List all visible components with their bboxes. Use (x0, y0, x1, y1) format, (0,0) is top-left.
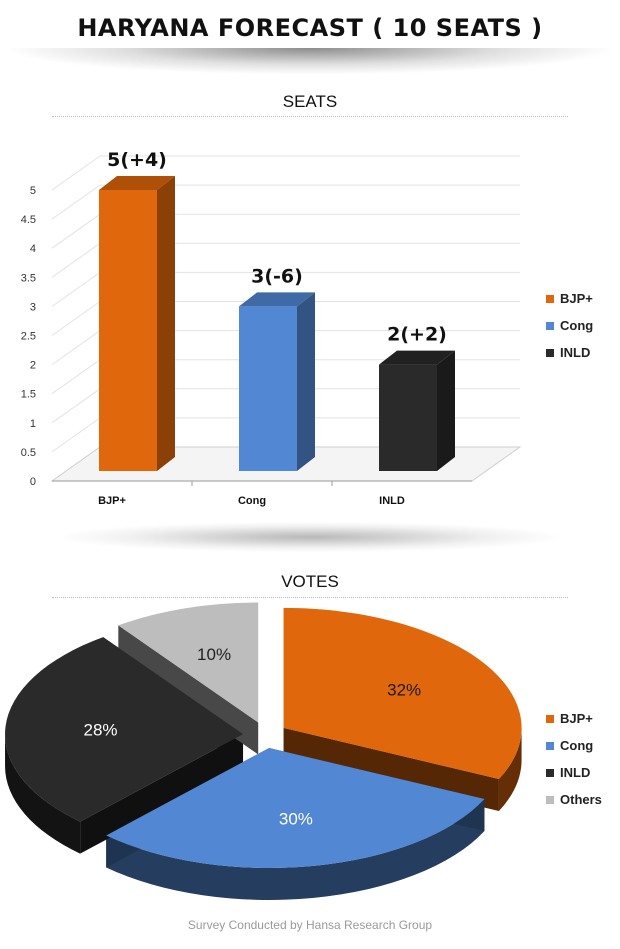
bar-side (157, 176, 175, 471)
pie-wall-bjp (498, 727, 522, 812)
grid-diagonal (51, 301, 101, 336)
legend-label: INLD (560, 765, 591, 780)
y-tick-label: 2.5 (21, 331, 36, 343)
y-tick-label: 0 (30, 476, 36, 488)
votes-heading-rule (52, 597, 568, 598)
footer-credit: Survey Conducted by Hansa Research Group (187, 918, 433, 932)
pie-data-label: 10% (197, 645, 231, 664)
votes-legend: BJP+ Cong INLD Others (546, 705, 602, 813)
pie-slice-inld (5, 637, 244, 822)
y-tick-label: 1 (30, 418, 36, 430)
pie-cut-face (80, 734, 244, 854)
bar-top (379, 350, 455, 365)
y-tick-label: 4.5 (21, 214, 36, 226)
x-tick-label: INLD (379, 495, 405, 507)
legend-swatch (546, 741, 554, 750)
legend-label: INLD (560, 345, 591, 360)
seats-bar-chart: 0 0.5 1 1.5 2 2.5 3 3.5 4 4.5 5 5(+4) BJP+ 3(-6) Cong 2… (21, 149, 522, 507)
page-title: HARYANA FORECAST ( 10 SEATS ) (77, 14, 543, 42)
votes-heading: VOTES (281, 572, 339, 591)
legend-swatch (546, 795, 554, 804)
grid-diagonal (51, 330, 101, 366)
y-tick-label: 4 (30, 243, 36, 255)
pie-data-label: 28% (84, 721, 118, 740)
pie-data-label: 32% (387, 680, 421, 699)
legend-label: Cong (560, 318, 594, 333)
legend-item: Cong (546, 312, 593, 339)
legend-item: INLD (546, 759, 602, 786)
grid-diagonal (51, 388, 101, 424)
bar-data-label: 3(-6) (251, 265, 303, 287)
bar-side (297, 292, 315, 471)
legend-swatch (546, 294, 554, 303)
legend-item: INLD (546, 339, 593, 366)
title-shadow (10, 48, 610, 74)
legend-swatch (546, 321, 554, 330)
bar-front (99, 190, 157, 471)
seats-legend: BJP+ Cong INLD (546, 285, 593, 366)
pie-wall-inld (5, 734, 81, 854)
pie-slice-others (118, 602, 259, 723)
y-tick-label: 3 (30, 301, 36, 313)
bar-top (239, 292, 315, 307)
pie-tops: 32% 30% 28% 10% (5, 602, 522, 868)
bar-top (99, 176, 175, 190)
pie-wall-cong (106, 799, 485, 900)
legend-item: Others (546, 786, 602, 813)
grid-diagonal (51, 242, 101, 278)
legend-label: BJP+ (560, 291, 593, 306)
bar-side (437, 350, 455, 471)
grid-diagonal (51, 213, 101, 249)
legend-item: BJP+ (546, 285, 593, 312)
bar-data-label: 2(+2) (387, 324, 447, 346)
grid-diagonal (51, 417, 101, 453)
bar-front (379, 364, 437, 471)
legend-swatch (546, 714, 554, 723)
grid-diagonal (51, 271, 101, 307)
y-tick-label: 3.5 (21, 272, 36, 284)
pie-data-label: 30% (279, 810, 313, 829)
bar-bjp: 5(+4) (99, 149, 175, 471)
legend-swatch (546, 348, 554, 357)
grid-diagonal (51, 155, 101, 191)
legend-swatch (546, 768, 554, 777)
y-tick-label: 2 (30, 360, 36, 372)
legend-label: Cong (560, 738, 594, 753)
pie-slice-cong (106, 747, 485, 868)
grid-diagonal (51, 359, 101, 395)
bar-inld: 2(+2) (379, 324, 455, 471)
seats-heading-rule (52, 116, 568, 117)
legend-label: BJP+ (560, 711, 593, 726)
x-tick-label: BJP+ (98, 495, 126, 507)
grid-diagonal (51, 184, 101, 220)
bar-cong: 3(-6) (239, 265, 315, 471)
legend-item: Cong (546, 732, 602, 759)
section-divider (60, 522, 560, 552)
y-tick-label: 1.5 (21, 389, 36, 401)
y-tick-label: 0.5 (21, 447, 36, 459)
seats-heading: SEATS (282, 92, 338, 111)
legend-label: Others (560, 792, 602, 807)
y-tick-label: 5 (30, 185, 36, 197)
bar-data-label: 5(+4) (107, 149, 167, 171)
pie-slice-bjp (283, 607, 522, 780)
x-tick-label: Cong (238, 495, 266, 507)
legend-item: BJP+ (546, 705, 602, 732)
bar-front (239, 306, 297, 471)
